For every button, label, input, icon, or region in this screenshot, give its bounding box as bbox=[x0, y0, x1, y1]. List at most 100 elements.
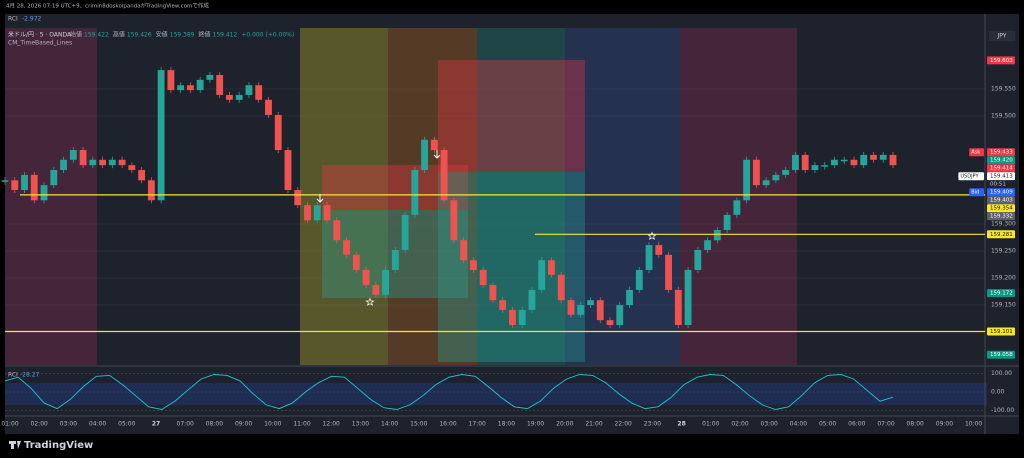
currency-box bbox=[989, 31, 1015, 41]
price-tick-label: 159.550 bbox=[991, 86, 1016, 93]
price-tag bbox=[987, 204, 1015, 213]
candle-body bbox=[274, 114, 282, 151]
time-tick-label: 01:00 bbox=[1, 421, 18, 428]
candle-body bbox=[616, 305, 624, 326]
band bbox=[477, 28, 565, 365]
time-tick-label: 17:00 bbox=[469, 421, 486, 428]
candle-body bbox=[596, 300, 604, 321]
time-tick-label: 04:00 bbox=[790, 421, 807, 428]
time-tick-label: 22:00 bbox=[615, 421, 632, 428]
candle-body bbox=[11, 180, 19, 191]
candle-body bbox=[255, 85, 263, 100]
candle-body bbox=[226, 94, 233, 100]
script-name: CM_TimeBased_Lines bbox=[8, 40, 72, 47]
candle-body bbox=[362, 269, 370, 286]
candle-body bbox=[879, 154, 887, 160]
candle-body bbox=[30, 174, 38, 201]
candle-body bbox=[118, 159, 126, 166]
rci-tick-label: 100.00 bbox=[991, 370, 1012, 377]
price-tag-side-label: Ask bbox=[971, 150, 980, 156]
candle-body bbox=[411, 170, 419, 215]
time-tick-label: 08:00 bbox=[907, 421, 924, 428]
ohlc-value: 159.412 bbox=[213, 32, 238, 39]
candle-body bbox=[479, 269, 487, 286]
time-tick-label: 21:00 bbox=[585, 421, 602, 428]
loss-box bbox=[438, 60, 585, 172]
candle-body bbox=[265, 99, 272, 115]
candle-body bbox=[177, 85, 185, 91]
time-tick-label: 03:00 bbox=[60, 421, 77, 428]
signal-star bbox=[647, 231, 657, 240]
ohlc-value: 159.426 bbox=[127, 32, 152, 39]
candle-body bbox=[870, 154, 877, 160]
candle-body bbox=[606, 320, 614, 326]
time-tick-label: 07:00 bbox=[177, 421, 194, 428]
price-tag-label: 159.414 bbox=[990, 166, 1013, 172]
candle-body bbox=[99, 159, 106, 166]
time-tick-label: 03:00 bbox=[761, 421, 778, 428]
candle-body bbox=[69, 150, 77, 160]
candle-body bbox=[587, 300, 594, 306]
price-tag-side-label: USDJPY bbox=[960, 174, 979, 180]
price-tag-side-label: Bid bbox=[971, 190, 979, 196]
time-tick-label: 08:00 bbox=[206, 421, 223, 428]
candle-body bbox=[801, 154, 809, 171]
candle-body bbox=[79, 150, 87, 166]
candle-body bbox=[743, 159, 751, 201]
currency: JPY bbox=[997, 33, 1007, 40]
candle-body bbox=[704, 240, 712, 250]
price-tag-label: 159.433 bbox=[990, 150, 1013, 156]
candle-body bbox=[645, 245, 653, 270]
price-tag bbox=[987, 350, 1015, 359]
candle-body bbox=[821, 165, 829, 167]
candle-body bbox=[450, 200, 458, 241]
candle-body bbox=[323, 205, 331, 221]
candle-body bbox=[138, 170, 146, 181]
rci-line bbox=[4, 374, 894, 410]
candle-body bbox=[147, 180, 155, 201]
session-bands bbox=[5, 28, 797, 365]
rci-tick-label: -100.00 bbox=[991, 407, 1014, 414]
band bbox=[5, 28, 97, 365]
candle-body bbox=[762, 180, 770, 186]
candle-body bbox=[440, 150, 448, 201]
price-tag-label: 159.403 bbox=[990, 198, 1013, 204]
signal-arrow bbox=[433, 150, 441, 159]
ohlc-name: 終値 bbox=[198, 31, 210, 39]
candle-body bbox=[509, 309, 516, 326]
price-tag bbox=[987, 164, 1015, 173]
candle-body bbox=[372, 285, 380, 295]
rci-value: -28.27 bbox=[20, 372, 40, 379]
countdown: 00:51 bbox=[990, 182, 1006, 188]
price-tag-label: 159.409 bbox=[990, 190, 1013, 196]
time-tick-label: 14:00 bbox=[381, 421, 398, 428]
candle-body bbox=[157, 70, 165, 201]
indicator-value: -2.972 bbox=[22, 16, 42, 23]
candle-body bbox=[196, 79, 204, 91]
price-tag-label: 159.058 bbox=[990, 352, 1013, 358]
candle-body bbox=[343, 240, 350, 255]
candle-body bbox=[21, 174, 28, 191]
candle-body bbox=[60, 159, 67, 171]
ohlc-name: 安値 bbox=[156, 31, 168, 39]
price-tag bbox=[987, 172, 1015, 181]
band bbox=[388, 28, 477, 365]
price-tag-label: 159.101 bbox=[990, 329, 1013, 335]
price-tag-side bbox=[969, 148, 984, 157]
profit-box bbox=[438, 172, 585, 362]
signal-arrow bbox=[316, 194, 324, 203]
price-tick-label: 159.300 bbox=[991, 221, 1016, 228]
time-tick-label: 10:00 bbox=[264, 421, 281, 428]
indicator-name: RCI bbox=[8, 16, 18, 23]
candle-body bbox=[655, 245, 663, 255]
candle-body bbox=[772, 174, 780, 181]
candle-body bbox=[626, 289, 633, 306]
price-tag bbox=[987, 148, 1015, 157]
candle-body bbox=[469, 260, 477, 270]
candle-body bbox=[313, 205, 321, 221]
candle-body bbox=[752, 159, 760, 186]
candle-body bbox=[50, 170, 58, 186]
price-tag bbox=[987, 188, 1015, 197]
byline: 4月 28, 2026 07:19 UTC+9、crimin8doskoipan… bbox=[6, 2, 209, 10]
candle-body bbox=[206, 74, 214, 80]
